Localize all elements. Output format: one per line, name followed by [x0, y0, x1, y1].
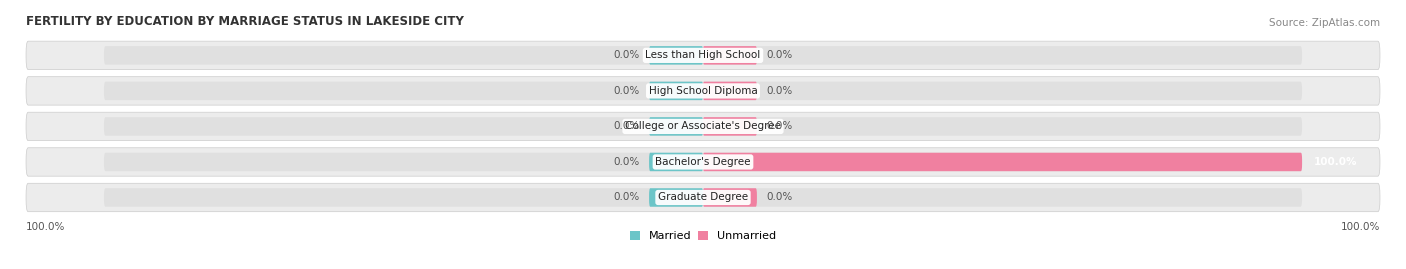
FancyBboxPatch shape — [650, 153, 703, 171]
Text: Bachelor's Degree: Bachelor's Degree — [655, 157, 751, 167]
Text: High School Diploma: High School Diploma — [648, 86, 758, 96]
FancyBboxPatch shape — [703, 117, 756, 136]
Text: Graduate Degree: Graduate Degree — [658, 193, 748, 203]
FancyBboxPatch shape — [27, 148, 1379, 176]
Text: 100.0%: 100.0% — [1315, 157, 1358, 167]
Text: 0.0%: 0.0% — [766, 121, 792, 132]
FancyBboxPatch shape — [703, 46, 756, 65]
Legend: Married, Unmarried: Married, Unmarried — [630, 231, 776, 241]
FancyBboxPatch shape — [650, 46, 703, 65]
Text: 100.0%: 100.0% — [27, 222, 66, 232]
Text: 0.0%: 0.0% — [614, 157, 640, 167]
Text: Less than High School: Less than High School — [645, 50, 761, 60]
Text: 0.0%: 0.0% — [766, 86, 792, 96]
FancyBboxPatch shape — [650, 82, 703, 100]
Text: 0.0%: 0.0% — [614, 121, 640, 132]
Text: 0.0%: 0.0% — [614, 50, 640, 60]
Text: 0.0%: 0.0% — [614, 86, 640, 96]
FancyBboxPatch shape — [104, 46, 1302, 65]
FancyBboxPatch shape — [703, 188, 756, 207]
Text: College or Associate's Degree: College or Associate's Degree — [626, 121, 780, 132]
Text: 100.0%: 100.0% — [1340, 222, 1379, 232]
Text: 0.0%: 0.0% — [766, 193, 792, 203]
FancyBboxPatch shape — [104, 188, 1302, 207]
FancyBboxPatch shape — [703, 153, 1302, 171]
Text: 0.0%: 0.0% — [614, 193, 640, 203]
FancyBboxPatch shape — [104, 117, 1302, 136]
Text: FERTILITY BY EDUCATION BY MARRIAGE STATUS IN LAKESIDE CITY: FERTILITY BY EDUCATION BY MARRIAGE STATU… — [27, 15, 464, 28]
Text: 0.0%: 0.0% — [766, 50, 792, 60]
FancyBboxPatch shape — [104, 82, 1302, 100]
FancyBboxPatch shape — [27, 112, 1379, 141]
FancyBboxPatch shape — [27, 183, 1379, 212]
FancyBboxPatch shape — [27, 77, 1379, 105]
FancyBboxPatch shape — [104, 153, 1302, 171]
FancyBboxPatch shape — [650, 117, 703, 136]
FancyBboxPatch shape — [650, 188, 703, 207]
FancyBboxPatch shape — [703, 82, 756, 100]
FancyBboxPatch shape — [27, 41, 1379, 70]
Text: Source: ZipAtlas.com: Source: ZipAtlas.com — [1268, 18, 1379, 28]
